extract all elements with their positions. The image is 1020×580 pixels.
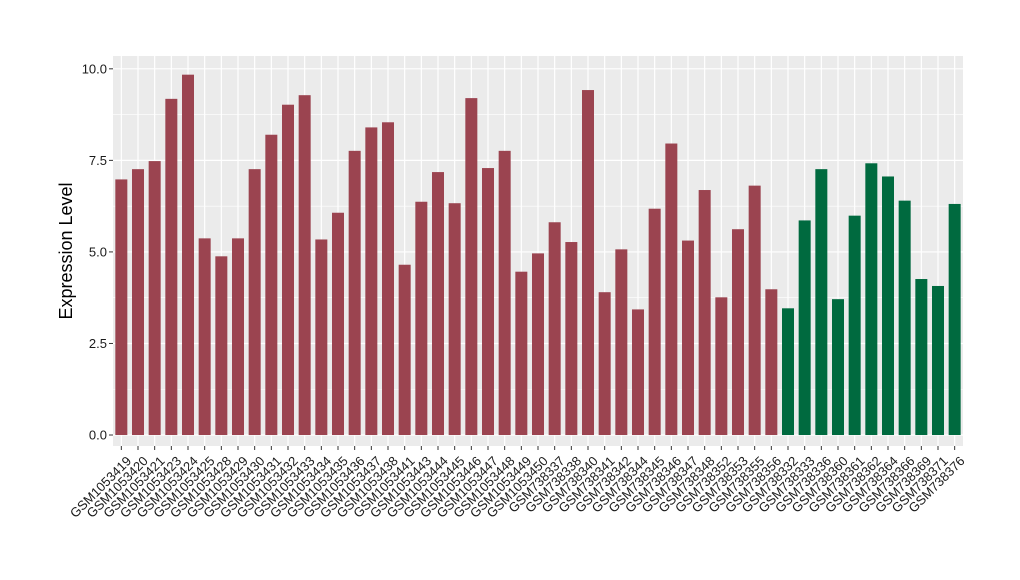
bar xyxy=(548,222,561,436)
y-tick-label: 10.0 xyxy=(82,61,107,76)
bar xyxy=(415,201,428,436)
bar xyxy=(882,176,894,436)
bar xyxy=(432,172,444,436)
bar xyxy=(148,161,161,436)
y-tick-label: 5.0 xyxy=(89,244,107,259)
bar xyxy=(615,249,628,436)
bar xyxy=(782,308,794,436)
bar xyxy=(115,179,128,436)
bar xyxy=(948,203,961,436)
y-tick-label: 0.0 xyxy=(89,428,107,443)
bar xyxy=(498,150,511,436)
bars xyxy=(115,74,961,436)
bar xyxy=(798,220,811,436)
bar xyxy=(132,169,144,436)
bar xyxy=(182,74,194,436)
bar xyxy=(198,238,211,436)
bar xyxy=(515,271,528,436)
bar xyxy=(598,292,611,436)
bar xyxy=(682,240,694,436)
bar xyxy=(348,150,361,436)
bar xyxy=(448,203,461,436)
y-tick-label: 2.5 xyxy=(89,336,107,351)
bar xyxy=(648,208,661,436)
bar xyxy=(482,168,494,436)
bar xyxy=(215,256,228,436)
bar xyxy=(915,279,928,436)
bar xyxy=(865,163,878,436)
bar xyxy=(265,134,278,436)
bar xyxy=(565,242,578,436)
y-tick-label: 7.5 xyxy=(89,153,107,168)
y-axis-title: Expression Level xyxy=(56,182,76,319)
bar xyxy=(465,98,478,436)
bar xyxy=(815,169,828,436)
bar xyxy=(332,212,344,436)
bar xyxy=(165,98,178,436)
bar xyxy=(748,185,761,436)
x-axis: GSM1053419GSM1053420GSM1053421GSM1053423… xyxy=(67,446,968,521)
bar xyxy=(315,239,328,436)
bar xyxy=(632,309,644,436)
bar xyxy=(365,127,378,436)
bar xyxy=(898,200,911,436)
bar xyxy=(282,104,294,436)
bar xyxy=(932,285,944,436)
bar xyxy=(715,297,728,436)
bar xyxy=(665,143,678,436)
bar xyxy=(248,169,261,436)
bar xyxy=(765,289,778,436)
bar xyxy=(232,238,244,436)
y-axis: 0.0 2.5 5.0 7.5 10.0 xyxy=(82,61,113,443)
bar xyxy=(532,253,544,436)
bar xyxy=(298,95,311,436)
bar xyxy=(848,215,861,436)
bar xyxy=(382,122,394,436)
bar xyxy=(398,264,411,436)
bar xyxy=(698,190,711,436)
bar xyxy=(582,90,594,436)
bar xyxy=(832,299,844,436)
bar xyxy=(732,229,744,436)
